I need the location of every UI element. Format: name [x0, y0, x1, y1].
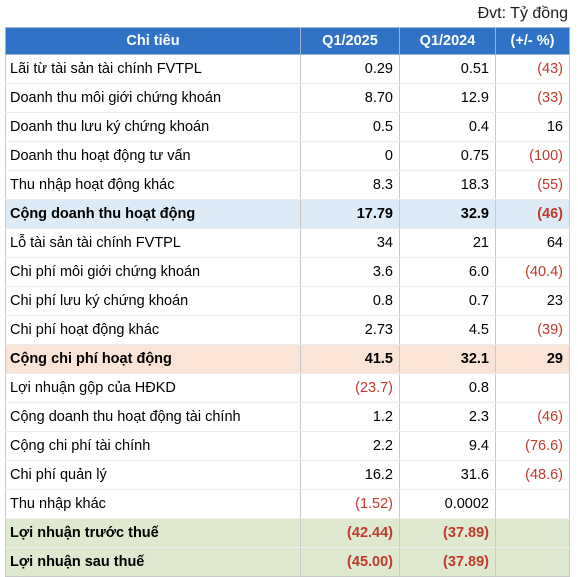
column-header-indicator: Chỉ tiêu — [5, 27, 301, 55]
row-label: Chi phí hoạt động khác — [5, 315, 301, 345]
table-row: Cộng chi phí tài chính 2.2 9.4 (76.6) — [5, 431, 570, 461]
q1-2025-value: 1.2 — [300, 402, 400, 432]
row-label: Lợi nhuận gộp của HĐKD — [5, 373, 301, 403]
q1-2024-value: 9.4 — [399, 431, 496, 461]
unit-label: Đvt: Tỷ đồng — [477, 5, 568, 22]
change-value: 64 — [495, 228, 570, 258]
row-label: Lợi nhuận trước thuế — [5, 518, 301, 548]
row-label: Cộng chi phí tài chính — [5, 431, 301, 461]
change-value — [495, 518, 570, 548]
change-value — [495, 489, 570, 519]
table-row: Thu nhập hoạt động khác 8.3 18.3 (55) — [5, 170, 570, 200]
row-label: Lợi nhuận sau thuế — [5, 547, 301, 577]
q1-2024-value: 12.9 — [399, 83, 496, 113]
table-row: Doanh thu môi giới chứng khoán 8.70 12.9 (3… — [5, 83, 570, 113]
table-row: Chi phí lưu ký chứng khoán 0.8 0.7 23 — [5, 286, 570, 316]
q1-2025-value: 41.5 — [300, 344, 400, 374]
row-label: Doanh thu lưu ký chứng khoán — [5, 112, 301, 142]
change-value: 29 — [495, 344, 570, 374]
q1-2024-value: 21 — [399, 228, 496, 258]
change-value: 23 — [495, 286, 570, 316]
q1-2024-value: 32.9 — [399, 199, 496, 229]
table-row: Lợi nhuận sau thuế (45.00) (37.89) — [5, 547, 570, 577]
q1-2025-value: 34 — [300, 228, 400, 258]
change-value — [495, 373, 570, 403]
table-row: Cộng chi phí hoạt động 41.5 32.1 29 — [5, 344, 570, 374]
table-row: Lỗ tài sản tài chính FVTPL 34 21 64 — [5, 228, 570, 258]
row-label: Cộng doanh thu hoạt động tài chính — [5, 402, 301, 432]
q1-2024-value: 4.5 — [399, 315, 496, 345]
q1-2024-value: (37.89) — [399, 518, 496, 548]
table-row: Doanh thu hoạt động tư vấn 0 0.75 (100) — [5, 141, 570, 171]
q1-2025-value: (42.44) — [300, 518, 400, 548]
q1-2024-value: 0.75 — [399, 141, 496, 171]
financial-table: Chỉ tiêu Q1/2025 Q1/2024 (+/- %) Lãi từ … — [5, 27, 570, 577]
q1-2025-value: (1.52) — [300, 489, 400, 519]
q1-2024-value: 0.8 — [399, 373, 496, 403]
table-row: Cộng doanh thu hoạt động tài chính 1.2 2.3… — [5, 402, 570, 432]
q1-2024-value: 31.6 — [399, 460, 496, 490]
q1-2025-value: 0.5 — [300, 112, 400, 142]
q1-2025-value: 16.2 — [300, 460, 400, 490]
change-value: (100) — [495, 141, 570, 171]
table-row: Lãi từ tài sản tài chính FVTPL 0.29 0.51 (4… — [5, 54, 570, 84]
q1-2024-value: 0.51 — [399, 54, 496, 84]
change-value: (55) — [495, 170, 570, 200]
row-label: Doanh thu môi giới chứng khoán — [5, 83, 301, 113]
row-label: Cộng chi phí hoạt động — [5, 344, 301, 374]
q1-2025-value: 17.79 — [300, 199, 400, 229]
q1-2025-value: 0.8 — [300, 286, 400, 316]
table-header-row: Chỉ tiêu Q1/2025 Q1/2024 (+/- %) — [5, 27, 570, 55]
q1-2025-value: 8.3 — [300, 170, 400, 200]
table-row: Chi phí hoạt động khác 2.73 4.5 (39) — [5, 315, 570, 345]
q1-2024-value: 0.4 — [399, 112, 496, 142]
row-label: Chi phí lưu ký chứng khoán — [5, 286, 301, 316]
table-row: Doanh thu lưu ký chứng khoán 0.5 0.4 16 — [5, 112, 570, 142]
change-value — [495, 547, 570, 577]
q1-2024-value: 0.0002 — [399, 489, 496, 519]
q1-2024-value: (37.89) — [399, 547, 496, 577]
q1-2025-value: (45.00) — [300, 547, 400, 577]
table-row: Thu nhập khác (1.52) 0.0002 — [5, 489, 570, 519]
table-row: Cộng doanh thu hoạt động 17.79 32.9 (46) — [5, 199, 570, 229]
change-value: (46) — [495, 402, 570, 432]
row-label: Chi phí môi giới chứng khoán — [5, 257, 301, 287]
q1-2025-value: 8.70 — [300, 83, 400, 113]
column-header-q1-2024: Q1/2024 — [399, 27, 496, 55]
table-row: Lợi nhuận trước thuế (42.44) (37.89) — [5, 518, 570, 548]
q1-2025-value: (23.7) — [300, 373, 400, 403]
row-label: Lãi từ tài sản tài chính FVTPL — [5, 54, 301, 84]
row-label: Doanh thu hoạt động tư vấn — [5, 141, 301, 171]
table-row: Chi phí môi giới chứng khoán 3.6 6.0 (40.4) — [5, 257, 570, 287]
row-label: Cộng doanh thu hoạt động — [5, 199, 301, 229]
table-body: Lãi từ tài sản tài chính FVTPL 0.29 0.51 (4… — [5, 54, 570, 577]
column-header-q1-2025: Q1/2025 — [300, 27, 400, 55]
change-value: (33) — [495, 83, 570, 113]
row-label: Lỗ tài sản tài chính FVTPL — [5, 228, 301, 258]
q1-2024-value: 18.3 — [399, 170, 496, 200]
table-row: Lợi nhuận gộp của HĐKD (23.7) 0.8 — [5, 373, 570, 403]
q1-2025-value: 3.6 — [300, 257, 400, 287]
q1-2025-value: 0.29 — [300, 54, 400, 84]
q1-2024-value: 6.0 — [399, 257, 496, 287]
q1-2024-value: 32.1 — [399, 344, 496, 374]
change-value: 16 — [495, 112, 570, 142]
change-value: (40.4) — [495, 257, 570, 287]
change-value: (39) — [495, 315, 570, 345]
q1-2024-value: 2.3 — [399, 402, 496, 432]
change-value: (46) — [495, 199, 570, 229]
row-label: Chi phí quản lý — [5, 460, 301, 490]
change-value: (48.6) — [495, 460, 570, 490]
q1-2025-value: 0 — [300, 141, 400, 171]
row-label: Thu nhập hoạt động khác — [5, 170, 301, 200]
row-label: Thu nhập khác — [5, 489, 301, 519]
change-value: (76.6) — [495, 431, 570, 461]
q1-2024-value: 0.7 — [399, 286, 496, 316]
q1-2025-value: 2.2 — [300, 431, 400, 461]
table-row: Chi phí quản lý 16.2 31.6 (48.6) — [5, 460, 570, 490]
change-value: (43) — [495, 54, 570, 84]
column-header-change: (+/- %) — [495, 27, 570, 55]
q1-2025-value: 2.73 — [300, 315, 400, 345]
